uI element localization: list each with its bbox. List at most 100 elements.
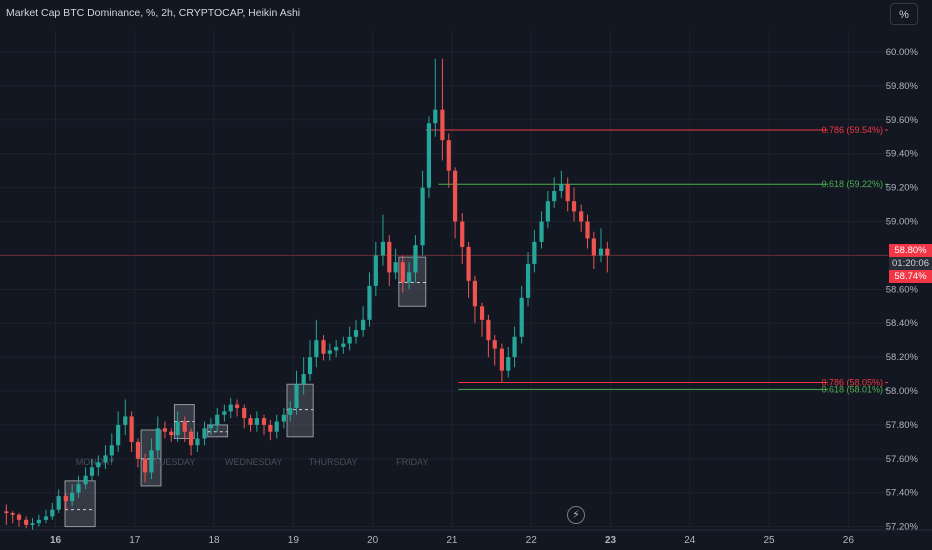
candle-down xyxy=(605,241,610,273)
candle-body xyxy=(234,404,240,408)
candle-down xyxy=(565,177,570,212)
candle-down xyxy=(129,411,134,453)
fibonacci-levels[interactable]: 0.786 (59.54%) 0.618 (59.22%) 0.786 (58.05… xyxy=(425,125,888,394)
y-tick-label: 59.20% xyxy=(886,183,919,194)
candle-down xyxy=(63,492,68,510)
candle-down xyxy=(446,133,451,188)
candle-down xyxy=(460,213,465,264)
candle-body xyxy=(314,340,319,358)
candle-body xyxy=(116,424,121,446)
candle-down xyxy=(10,511,15,524)
candle-body xyxy=(103,455,108,463)
y-tick-label: 58.00% xyxy=(886,386,919,397)
candle-up xyxy=(334,340,339,358)
fib-label: 0.618 (58.01%) xyxy=(821,384,883,394)
candle-body xyxy=(440,109,445,141)
x-tick-label: 20 xyxy=(367,535,379,546)
y-tick-label: 58.20% xyxy=(886,352,919,363)
x-tick-label: 26 xyxy=(843,535,855,546)
candle-down xyxy=(188,428,194,456)
countdown-tag: 01:20:06 xyxy=(889,257,932,270)
percent-scale-button[interactable]: % xyxy=(890,3,918,25)
x-tick-label: 16 xyxy=(50,535,62,546)
candle-down xyxy=(234,399,240,417)
candle-up xyxy=(288,401,293,422)
candle-body xyxy=(56,496,61,510)
candle-up xyxy=(83,467,88,490)
lightning-icon[interactable]: ⚡ xyxy=(567,506,585,524)
candle-body xyxy=(605,248,610,256)
candle-body xyxy=(281,414,286,422)
candle-up xyxy=(327,343,332,361)
candle-body xyxy=(195,438,200,446)
fib-label: 0.786 (59.54%) xyxy=(821,125,883,135)
candle-down xyxy=(387,235,392,286)
candle-up xyxy=(532,230,537,273)
candle-body xyxy=(83,475,88,485)
candle-body xyxy=(559,184,564,192)
candle-body xyxy=(327,350,332,354)
candle-body xyxy=(571,201,577,212)
candle-body xyxy=(301,374,306,385)
weekday-label: MONDAY xyxy=(76,457,115,467)
candle-body xyxy=(135,441,141,459)
candle-body xyxy=(30,523,35,525)
candle-up xyxy=(559,170,564,198)
candle-body xyxy=(142,458,148,473)
candle-body xyxy=(162,428,168,432)
candle-body xyxy=(182,421,187,432)
candle-body xyxy=(76,484,81,493)
candle-up xyxy=(353,319,359,344)
candle-up xyxy=(407,262,412,290)
candle-up xyxy=(215,407,220,432)
candle-up xyxy=(294,370,299,415)
candle-up xyxy=(76,475,81,498)
candle-body xyxy=(63,496,68,502)
candle-body xyxy=(123,416,128,425)
candle-body xyxy=(149,450,154,473)
x-axis[interactable]: 16 17 18 19 20 21 22 23 24 25 26 xyxy=(50,535,854,546)
candle-down xyxy=(248,414,253,432)
y-tick-label: 59.40% xyxy=(886,149,919,160)
candle-body xyxy=(175,421,180,436)
candle-up xyxy=(426,116,432,198)
candle-body xyxy=(274,421,279,432)
candle-down xyxy=(591,231,596,269)
weekday-label: WEDNESDAY xyxy=(225,457,282,467)
candle-up xyxy=(314,319,319,368)
candle-up xyxy=(552,177,557,208)
candle-down xyxy=(4,504,9,525)
secondary-price-tag: 58.74% xyxy=(889,270,932,283)
candle-up xyxy=(420,170,425,256)
candle-down xyxy=(182,416,187,442)
current-price-tag: 58.80% xyxy=(889,244,932,257)
candle-up xyxy=(123,399,128,436)
candle-down xyxy=(268,419,273,441)
candle-body xyxy=(334,346,339,351)
candle-up xyxy=(598,228,604,263)
candle-up xyxy=(281,407,286,429)
candle-down xyxy=(242,404,247,429)
candle-body xyxy=(353,330,359,337)
candle-down xyxy=(486,314,491,358)
candle-body xyxy=(539,221,544,242)
candle-body xyxy=(228,404,233,412)
candle-up xyxy=(539,211,544,249)
candle-body xyxy=(407,272,412,283)
fib-label: 0.786 (58.05%) xyxy=(821,378,883,388)
y-axis[interactable]: 57.20% 57.40% 57.60% 57.80% 58.00% 58.20% 58.4… xyxy=(886,47,919,533)
candle-body xyxy=(532,241,537,264)
candle-up xyxy=(195,431,200,453)
x-tick-label: 18 xyxy=(209,535,221,546)
x-tick-label: 17 xyxy=(129,535,141,546)
x-tick-label: 24 xyxy=(684,535,696,546)
candle-body xyxy=(10,513,15,515)
y-tick-label: 60.00% xyxy=(886,47,919,58)
candle-up xyxy=(228,397,233,419)
candle-up xyxy=(222,404,227,422)
candle-up xyxy=(301,357,306,395)
candle-down xyxy=(169,428,174,442)
candle-body xyxy=(242,407,247,419)
candle-body xyxy=(89,467,95,476)
